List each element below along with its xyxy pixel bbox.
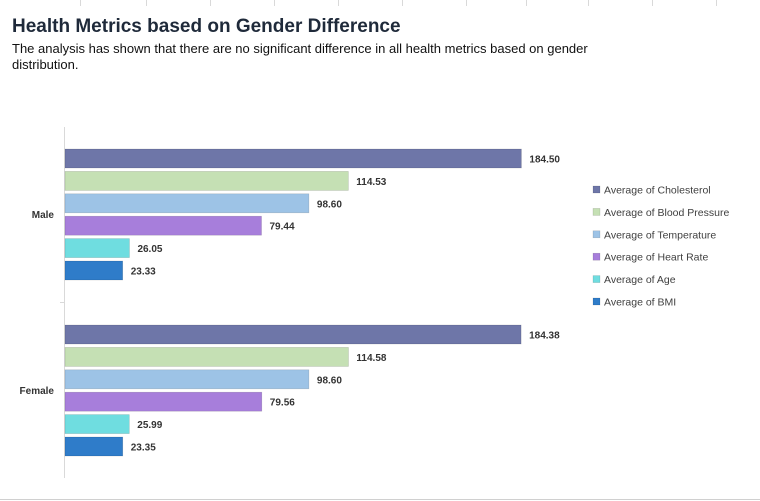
- legend-label-1: Average of Blood Pressure: [604, 207, 729, 219]
- sheet-gridlines: [80, 0, 717, 6]
- data-label-male-4: 26.05: [137, 244, 162, 255]
- data-label-female-3: 79.56: [270, 398, 295, 409]
- legend-swatch-2: [592, 230, 601, 239]
- bar-male-4: [64, 238, 130, 258]
- bar-female-4: [64, 414, 130, 434]
- bar-female-0: [64, 324, 522, 345]
- data-label-female-1: 114.58: [356, 353, 386, 364]
- legend-swatch-5: [592, 297, 601, 306]
- category-label-female: Female: [20, 386, 55, 397]
- legend-label-5: Average of BMI: [604, 297, 676, 309]
- chart-title: Health Metrics based on Gender Differenc…: [12, 16, 401, 37]
- legend-swatch-3: [592, 252, 601, 261]
- data-label-female-0: 184.38: [529, 331, 560, 342]
- data-label-male-1: 114.53: [356, 177, 386, 188]
- data-label-male-5: 23.33: [131, 267, 156, 278]
- legend-label-3: Average of Heart Rate: [604, 252, 708, 264]
- data-label-female-4: 25.99: [137, 420, 162, 431]
- data-label-female-2: 98.60: [317, 375, 342, 386]
- bar-male-0: [64, 148, 522, 169]
- chart-subtitle: The analysis has shown that there are no…: [12, 41, 588, 72]
- bar-female-5: [64, 436, 124, 457]
- bar-male-1: [64, 171, 349, 191]
- legend-swatch-4: [592, 275, 601, 283]
- legend-swatch-0: [592, 185, 601, 194]
- bar-female-2: [64, 369, 310, 390]
- bar-female-1: [64, 347, 349, 367]
- legend-label-0: Average of Cholesterol: [604, 185, 711, 197]
- data-label-male-0: 184.50: [529, 155, 560, 166]
- legend-label-4: Average of Age: [604, 274, 676, 286]
- bar-female-3: [64, 391, 263, 412]
- bar-male-2: [64, 193, 310, 214]
- category-label-male: Male: [32, 210, 55, 221]
- sheet-divider: [0, 499, 760, 500]
- legend-swatch-1: [592, 208, 601, 216]
- bar-male-5: [64, 260, 124, 281]
- legend-label-2: Average of Temperature: [604, 229, 716, 241]
- data-label-male-3: 79.44: [270, 222, 295, 233]
- data-label-female-5: 23.35: [131, 443, 156, 454]
- data-label-male-2: 98.60: [317, 199, 342, 210]
- bar-male-3: [64, 215, 262, 236]
